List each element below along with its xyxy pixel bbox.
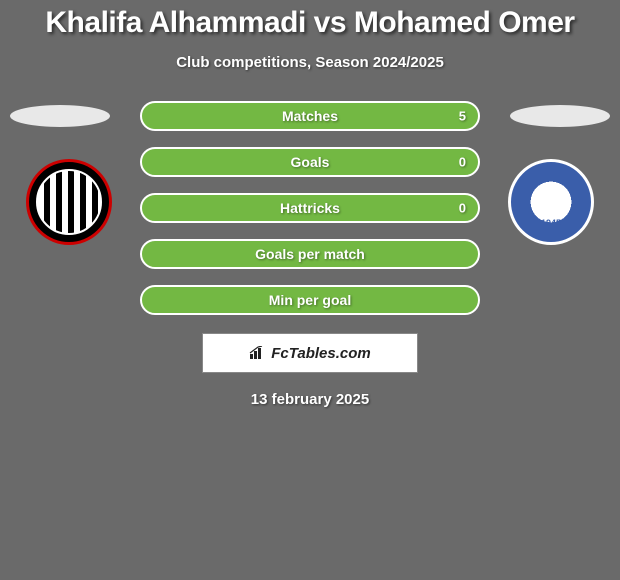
stat-label: Matches — [282, 108, 338, 124]
stat-value-right: 0 — [459, 201, 466, 216]
club-badge-left — [26, 159, 112, 245]
stat-row: Goals per match — [140, 239, 480, 269]
club-badge-right: 1945 — [508, 159, 594, 245]
page-subtitle: Club competitions, Season 2024/2025 — [0, 54, 620, 71]
player-name-pill-right — [510, 105, 610, 127]
stats-list: Matches 5 Goals 0 Hattricks 0 Goals per … — [140, 101, 480, 315]
player-name-pill-left — [10, 105, 110, 127]
header: Khalifa Alhammadi vs Mohamed Omer Club c… — [0, 0, 620, 71]
stat-value-right: 0 — [459, 155, 466, 170]
stat-label: Min per goal — [269, 292, 351, 308]
stat-label: Hattricks — [280, 200, 340, 216]
stat-row: Matches 5 — [140, 101, 480, 131]
stat-row: Goals 0 — [140, 147, 480, 177]
bar-chart-icon — [249, 346, 267, 360]
stat-row: Hattricks 0 — [140, 193, 480, 223]
club-badge-right-year: 1945 — [541, 218, 561, 228]
stat-row: Min per goal — [140, 285, 480, 315]
brand-text: FcTables.com — [271, 345, 370, 362]
content: 1945 Matches 5 Goals 0 Hattricks 0 Goals… — [0, 101, 620, 408]
stat-label: Goals — [291, 154, 330, 170]
stat-label: Goals per match — [255, 246, 365, 262]
footer-date: 13 february 2025 — [0, 391, 620, 408]
brand-box: FcTables.com — [202, 333, 418, 373]
stat-value-right: 5 — [459, 109, 466, 124]
page-title: Khalifa Alhammadi vs Mohamed Omer — [0, 6, 620, 40]
